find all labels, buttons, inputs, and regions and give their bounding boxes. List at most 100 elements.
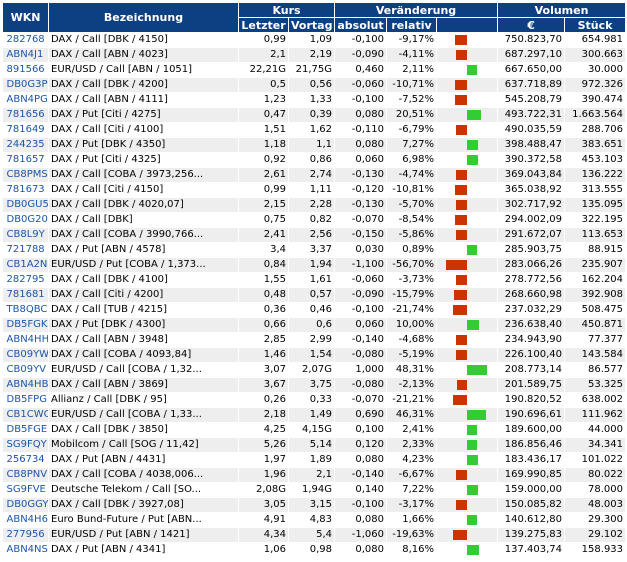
vortag-cell: 3,75	[288, 377, 336, 393]
table-row[interactable]: CB8PMS DAX / Call [COBA / 3973,256... 2,61…	[2, 167, 627, 183]
wkn-link[interactable]: 277956	[2, 527, 49, 543]
wkn-link[interactable]: DB0G3P	[2, 77, 49, 93]
wkn-link[interactable]: SG9FVE	[2, 482, 49, 498]
wkn-link[interactable]: CB8PMS	[2, 167, 49, 183]
wkn-link[interactable]: CB09YV	[2, 362, 49, 378]
wkn-link[interactable]: DB5FGE	[2, 422, 49, 438]
header-veraenderung: Veränderung	[334, 2, 499, 18]
table-row[interactable]: ABN4PG DAX / Call [ABN / 4111] 1,23 1,33 -0,…	[2, 92, 627, 108]
header-euro[interactable]: €	[497, 17, 566, 33]
wkn-link[interactable]: CB1CWQ	[2, 407, 49, 423]
absolut-cell: -0,080	[334, 377, 388, 393]
header-stueck[interactable]: Stück	[564, 17, 627, 33]
header-wkn[interactable]: WKN	[2, 2, 49, 33]
wkn-link[interactable]: DB0GGY	[2, 497, 49, 513]
table-row[interactable]: 781673 DAX / Call [Citi / 4150] 0,99 1,11 -0…	[2, 182, 627, 198]
table-row[interactable]: CB8L9Y DAX / Call [COBA / 3990,766... 2,41…	[2, 227, 627, 243]
wkn-link[interactable]: CB8L9Y	[2, 227, 49, 243]
wkn-link[interactable]: 781681	[2, 287, 49, 303]
letzter-cell: 1,23	[238, 92, 289, 108]
table-row[interactable]: DB5FPG Allianz / Call [DBK / 95] 0,26 0,33-…	[2, 392, 627, 408]
wkn-link[interactable]: DB0GU5	[2, 197, 49, 213]
letzter-cell: 0,66	[238, 317, 289, 333]
table-row[interactable]: TB8QBC DAX / Call [TUB / 4215] 0,36 0,46 -0,…	[2, 302, 627, 318]
table-row[interactable]: 781657 DAX / Put [Citi / 4325] 0,92 0,86 0,0…	[2, 152, 627, 168]
change-bar-cell	[436, 482, 499, 498]
negative-change-bar	[456, 125, 468, 135]
change-bar-cell	[436, 272, 499, 288]
relativ-cell: -6,79%	[386, 122, 438, 138]
table-row[interactable]: DB0GGY DAX / Call [DBK / 3927,08] 3,05 3,15…	[2, 497, 627, 513]
wkn-link[interactable]: CB09YW	[2, 347, 49, 363]
wkn-link[interactable]: ABN4HB	[2, 377, 49, 393]
change-bar-cell	[436, 527, 499, 543]
header-relativ[interactable]: relativ	[386, 17, 438, 33]
header-absolut[interactable]: absolut	[334, 17, 388, 33]
wkn-link[interactable]: DB5FPG	[2, 392, 49, 408]
table-row[interactable]: 781649 DAX / Call [Citi / 4100] 1,51 1,62 -0…	[2, 122, 627, 138]
wkn-link[interactable]: 891566	[2, 62, 49, 78]
wkn-link[interactable]: 721788	[2, 242, 49, 258]
wkn-link[interactable]: CB1A2N	[2, 257, 49, 273]
letzter-cell: 5,26	[238, 437, 289, 453]
vortag-cell: 2,56	[288, 227, 336, 243]
table-row[interactable]: ABN4H6 Euro Bund-Future / Put [ABN... 4,91…	[2, 512, 627, 528]
table-row[interactable]: SG9FVE Deutsche Telekom / Call [SO... 2,08…	[2, 482, 627, 498]
table-row[interactable]: ABN4HH DAX / Call [ABN / 3948] 2,85 2,99 -0,…	[2, 332, 627, 348]
bezeichnung-cell: DAX / Call [DBK]	[48, 212, 239, 228]
wkn-link[interactable]: ABN4HH	[2, 332, 49, 348]
relativ-cell: 2,41%	[386, 422, 438, 438]
header-letzter[interactable]: Letzter	[238, 17, 289, 33]
table-row[interactable]: DB0GU5 DAX / Call [DBK / 4020,07] 2,15 2,28…	[2, 197, 627, 213]
volume-stueck-cell: 638.002	[564, 392, 627, 408]
letzter-cell: 1,06	[238, 542, 289, 558]
wkn-link[interactable]: 256734	[2, 452, 49, 468]
table-row[interactable]: 256734 DAX / Put [ABN / 4431] 1,97 1,89 0,08…	[2, 452, 627, 468]
header-vortag[interactable]: Vortag	[287, 17, 336, 33]
wkn-link[interactable]: ABN4NS	[2, 542, 49, 558]
table-row[interactable]: CB1CWQ EUR/USD / Call [COBA / 1,33... 2,18…	[2, 407, 627, 423]
wkn-link[interactable]: 781649	[2, 122, 49, 138]
wkn-link[interactable]: 282795	[2, 272, 49, 288]
table-row[interactable]: 282795 DAX / Call [DBK / 4100] 1,55 1,61 -0,…	[2, 272, 627, 288]
positive-change-bar	[467, 440, 478, 450]
wkn-link[interactable]: CB8PNV	[2, 467, 49, 483]
table-row[interactable]: ABN4NS DAX / Put [ABN / 4341] 1,06 0,98 0,08…	[2, 542, 627, 558]
table-row[interactable]: ABN4HB DAX / Call [ABN / 3869] 3,67 3,75 -0,…	[2, 377, 627, 393]
table-row[interactable]: DB5FGK DAX / Put [DBK / 4300] 0,66 0,6 0,060…	[2, 317, 627, 333]
table-row[interactable]: DB0G20 DAX / Call [DBK] 0,75 0,82 -0,070 -8,5…	[2, 212, 627, 228]
wkn-link[interactable]: ABN4PG	[2, 92, 49, 108]
table-row[interactable]: 781656 DAX / Put [Citi / 4275] 0,47 0,39 0,0…	[2, 107, 627, 123]
letzter-cell: 0,5	[238, 77, 289, 93]
wkn-link[interactable]: 282768	[2, 32, 49, 48]
wkn-link[interactable]: DB0G20	[2, 212, 49, 228]
table-row[interactable]: ABN4J1 DAX / Call [ABN / 4023] 2,1 2,19 -0,0…	[2, 47, 627, 63]
volume-euro-cell: 493.722,31	[497, 107, 566, 123]
volume-stueck-cell: 53.325	[564, 377, 627, 393]
wkn-link[interactable]: SG9FQY	[2, 437, 49, 453]
table-row[interactable]: CB8PNV DAX / Call [COBA / 4038,006... 1,96…	[2, 467, 627, 483]
table-row[interactable]: 781681 DAX / Call [Citi / 4200] 0,48 0,57 -0…	[2, 287, 627, 303]
wkn-link[interactable]: ABN4J1	[2, 47, 49, 63]
wkn-link[interactable]: TB8QBC	[2, 302, 49, 318]
table-row[interactable]: 891566 EUR/USD / Call [ABN / 1051] 22,21G 2…	[2, 62, 627, 78]
table-row[interactable]: SG9FQY Mobilcom / Call [SOG / 11,42] 5,26 5…	[2, 437, 627, 453]
table-row[interactable]: 277956 EUR/USD / Put [ABN / 1421] 4,34 5,4-…	[2, 527, 627, 543]
table-row[interactable]: CB09YV EUR/USD / Call [COBA / 1,32... 3,07…	[2, 362, 627, 378]
table-row[interactable]: DB5FGE DAX / Call [DBK / 3850] 4,25 4,15G 0,…	[2, 422, 627, 438]
wkn-link[interactable]: 781657	[2, 152, 49, 168]
wkn-link[interactable]: ABN4H6	[2, 512, 49, 528]
wkn-link[interactable]: 781656	[2, 107, 49, 123]
table-row[interactable]: DB0G3P DAX / Call [DBK / 4200] 0,5 0,56 -0,0…	[2, 77, 627, 93]
wkn-link[interactable]: 781673	[2, 182, 49, 198]
table-row[interactable]: 244235 DAX / Put [DBK / 4350] 1,18 1,1 0,080…	[2, 137, 627, 153]
table-row[interactable]: CB1A2N EUR/USD / Put [COBA / 1,373... 0,84…	[2, 257, 627, 273]
wkn-link[interactable]: 244235	[2, 137, 49, 153]
wkn-link[interactable]: DB5FGK	[2, 317, 49, 333]
table-row[interactable]: CB09YW DAX / Call [COBA / 4093,84] 1,46 1,5…	[2, 347, 627, 363]
vortag-cell: 0,86	[288, 152, 336, 168]
table-row[interactable]: 282768 DAX / Call [DBK / 4150] 0,99 1,09 -0,…	[2, 32, 627, 48]
table-row[interactable]: 721788 DAX / Put [ABN / 4578] 3,4 3,37 0,030…	[2, 242, 627, 258]
header-bezeichnung[interactable]: Bezeichnung	[48, 2, 239, 33]
absolut-cell: 0,460	[334, 62, 388, 78]
